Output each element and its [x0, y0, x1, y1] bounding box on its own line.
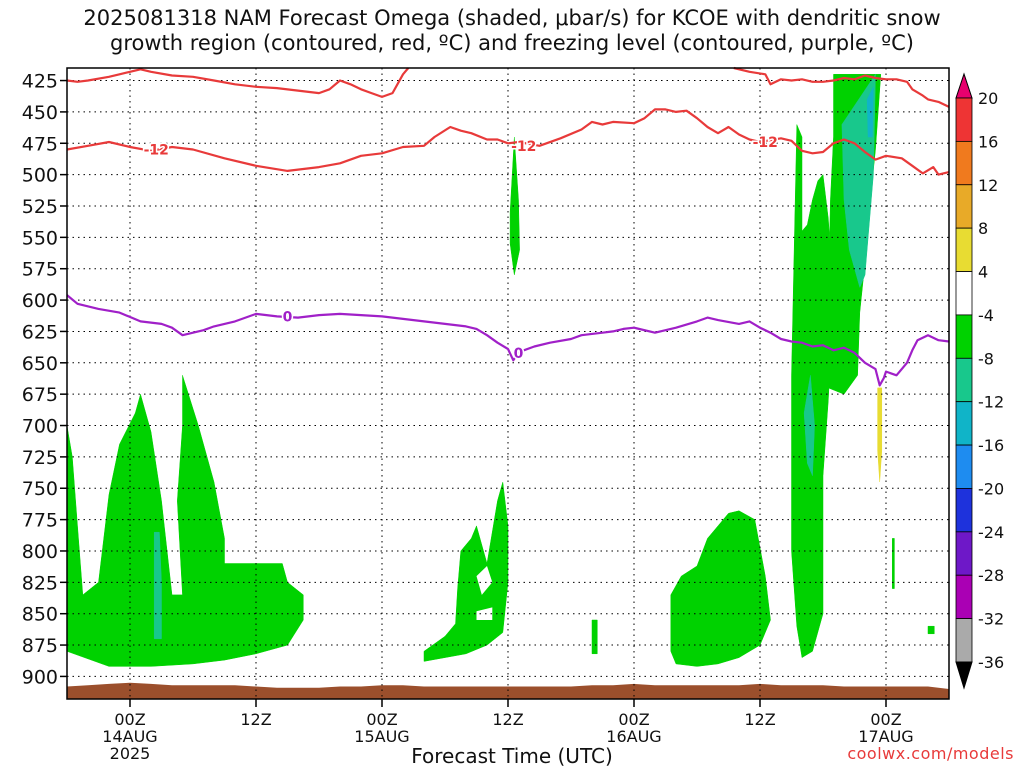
y-tick-label-475: 475 — [22, 133, 58, 155]
colorbar-label-8: -16 — [978, 436, 1004, 455]
x-axis-label: Forecast Time (UTC) — [411, 744, 613, 768]
contour-layer: -12 -12 -12 0 0 — [66, 66, 950, 387]
y-tick-label-625: 625 — [22, 321, 58, 343]
colorbar-swatch-7 — [955, 357, 973, 403]
colorbar-label-3: 8 — [978, 219, 988, 238]
x-tick-label: 12Z — [492, 710, 523, 729]
y-tick-label-600: 600 — [22, 290, 58, 312]
contour-label-0-2: -12 — [753, 135, 778, 151]
contour-line-0-2 — [733, 66, 950, 108]
x-tick-label: 00Z — [870, 710, 901, 729]
y-tick-label-500: 500 — [22, 165, 58, 187]
y-tick-label-725: 725 — [22, 447, 58, 469]
y-tick-label-575: 575 — [22, 259, 58, 281]
colorbar-arrow-bottom — [955, 661, 973, 690]
x-tick-label: 00Z — [618, 710, 649, 729]
colorbar-label-4: 4 — [978, 263, 988, 282]
x-tick-label: 16AUG — [606, 727, 661, 746]
omega-region-12 — [892, 538, 895, 589]
colorbar-label-12: -32 — [978, 610, 1004, 629]
omega-region-8 — [841, 73, 876, 289]
omega-region-13 — [927, 625, 935, 635]
x-tick-label: 15AUG — [354, 727, 409, 746]
x-tick-label: 00Z — [366, 710, 397, 729]
contour-label-0-0: -12 — [144, 143, 169, 159]
y-tick-label-825: 825 — [22, 572, 58, 594]
title-line-2: growth region (contoured, red, ºC) and f… — [110, 31, 914, 55]
x-tick-label: 17AUG — [858, 727, 913, 746]
colorbar-swatch-2 — [955, 140, 973, 186]
colorbar-label-7: -12 — [978, 393, 1004, 412]
colorbar-label-6: -8 — [978, 349, 994, 368]
y-tick-label-900: 900 — [22, 666, 58, 688]
colorbar-swatch-13 — [955, 618, 973, 663]
colorbar-swatch-12 — [955, 574, 973, 620]
omega-shading-layer — [66, 73, 949, 699]
colorbar-label-10: -24 — [978, 523, 1004, 542]
contour-line-1-0 — [66, 294, 950, 387]
colorbar-label-13: -36 — [978, 653, 1004, 672]
colorbar: 20 16 12 8 4 -4 -8 -12 -16 -20 -24 -28 -32 -36 — [955, 72, 1004, 690]
colorbar-swatch-8 — [955, 401, 973, 446]
colorbar-label-1: 16 — [978, 132, 998, 151]
contour-label-1-1: 0 — [514, 346, 524, 362]
contour-label-1-0: 0 — [283, 309, 293, 325]
colorbar-swatch-6 — [955, 314, 973, 359]
y-tick-label-800: 800 — [22, 541, 58, 563]
omega-region-4 — [591, 619, 598, 655]
x-tick-label: 14AUG — [102, 727, 157, 746]
colorbar-arrow-top — [955, 72, 973, 99]
colorbar-label-5: -4 — [978, 306, 994, 325]
omega-region-5 — [670, 510, 771, 667]
colorbar-swatch-1 — [955, 97, 973, 142]
x-tick-label: 00Z — [114, 710, 145, 729]
colorbar-swatch-9 — [955, 444, 973, 489]
y-tick-label-775: 775 — [22, 510, 58, 532]
y-tick-label-700: 700 — [22, 416, 58, 438]
colorbar-label-2: 12 — [978, 176, 998, 195]
y-tick-label-525: 525 — [22, 196, 58, 218]
colorbar-swatch-5 — [955, 271, 973, 316]
omega-hole-0 — [476, 566, 493, 595]
omega-region-1 — [153, 531, 162, 640]
y-tick-label-675: 675 — [22, 384, 58, 406]
colorbar-swatch-4 — [955, 227, 973, 272]
colorbar-label-0: 20 — [978, 89, 998, 108]
omega-region-0 — [66, 375, 304, 667]
y-tick-label-550: 550 — [22, 227, 58, 249]
contour-line-0-0 — [66, 108, 950, 176]
y-axis: 425 450 475 500 525 550 575 600 625 650 675 700 725 7… — [22, 71, 67, 688]
x-tick-label: 12Z — [744, 710, 775, 729]
omega-region-11 — [877, 387, 883, 483]
contour-line-0-1 — [66, 67, 410, 99]
x-tick-label: 2025 — [110, 744, 151, 763]
chart-title: 2025081318 NAM Forecast Omega (shaded, μ… — [0, 6, 1024, 56]
contour-label-0-1: -12 — [511, 139, 536, 155]
omega-region-3 — [509, 136, 520, 276]
title-line-1: 2025081318 NAM Forecast Omega (shaded, μ… — [83, 6, 941, 30]
colorbar-swatch-3 — [955, 184, 973, 229]
colorbar-swatch-11 — [955, 531, 973, 576]
omega-region-10 — [803, 375, 815, 476]
site-credit: coolwx.com/models — [847, 744, 1014, 763]
colorbar-swatch-10 — [955, 488, 973, 533]
y-tick-label-650: 650 — [22, 353, 58, 375]
y-tick-label-875: 875 — [22, 635, 58, 657]
colorbar-label-11: -28 — [978, 566, 1004, 585]
y-tick-label-850: 850 — [22, 604, 58, 626]
y-tick-label-450: 450 — [22, 102, 58, 124]
y-tick-label-750: 750 — [22, 478, 58, 500]
x-tick-label: 12Z — [240, 710, 271, 729]
omega-hole-1 — [476, 607, 493, 620]
y-tick-label-425: 425 — [22, 71, 58, 93]
colorbar-label-9: -20 — [978, 479, 1004, 498]
